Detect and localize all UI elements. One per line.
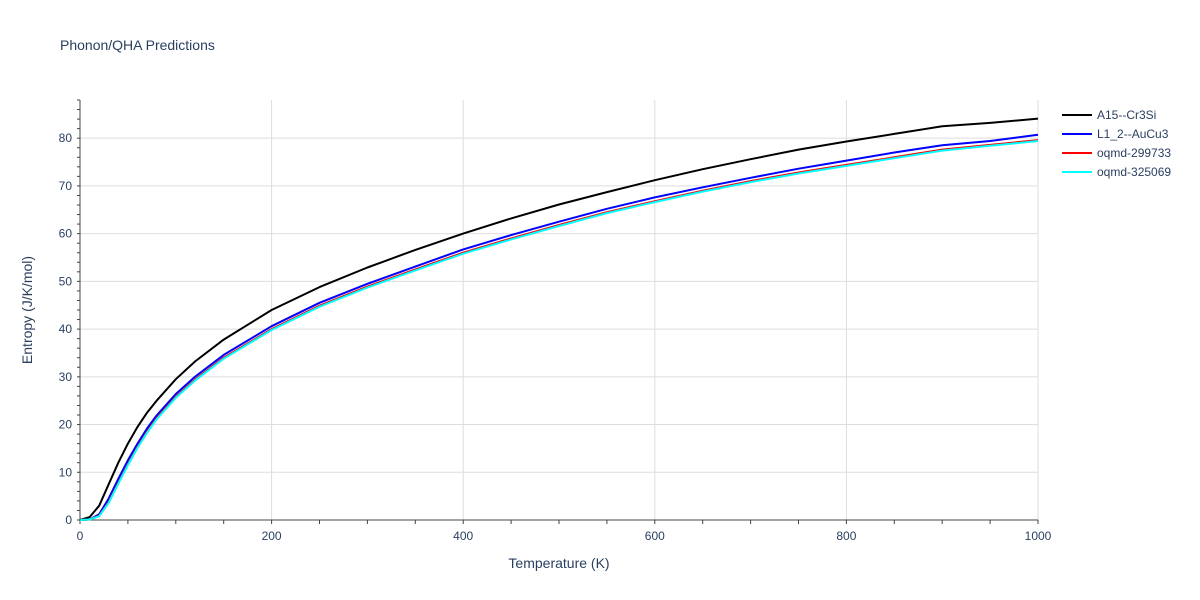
x-tick-label: 1000 xyxy=(1025,529,1052,543)
legend-item[interactable]: oqmd-325069 xyxy=(1062,165,1171,179)
y-tick-label: 10 xyxy=(59,465,73,479)
series-lines xyxy=(79,117,1039,521)
legend: A15--Cr3Si L1_2--AuCu3 oqmd-299733 oqmd-325… xyxy=(1062,108,1171,179)
legend-label: oqmd-299733 xyxy=(1097,146,1171,160)
x-tick-label: 600 xyxy=(645,529,665,543)
y-tick-label: 50 xyxy=(59,274,73,288)
chart-title: Phonon/QHA Predictions xyxy=(60,37,215,53)
x-tick-label: 800 xyxy=(836,529,856,543)
y-tick-label: 80 xyxy=(59,131,73,145)
legend-label: oqmd-325069 xyxy=(1097,165,1171,179)
y-tick-labels: 0 10 20 30 40 50 60 70 80 xyxy=(59,131,73,527)
x-tick-label: 200 xyxy=(262,529,282,543)
legend-label: L1_2--AuCu3 xyxy=(1097,127,1169,141)
x-tick-label: 400 xyxy=(453,529,473,543)
y-tick-label: 30 xyxy=(59,370,73,384)
series-line-l1-2-aucu3 xyxy=(79,133,1039,521)
x-axis-title: Temperature (K) xyxy=(508,555,609,571)
grid xyxy=(80,100,1039,521)
y-tick-label: 0 xyxy=(65,513,72,527)
legend-item[interactable]: L1_2--AuCu3 xyxy=(1062,127,1169,141)
series-line-a15-cr3si xyxy=(79,117,1039,521)
x-tick-label: 0 xyxy=(77,529,84,543)
y-tick-label: 40 xyxy=(59,322,73,336)
legend-item[interactable]: A15--Cr3Si xyxy=(1062,108,1156,122)
minor-ticks xyxy=(77,99,1039,524)
series-line-oqmd-325069 xyxy=(79,140,1039,521)
legend-item[interactable]: oqmd-299733 xyxy=(1062,146,1171,160)
series-line-oqmd-299733 xyxy=(79,139,1039,521)
y-tick-label: 60 xyxy=(59,227,73,241)
y-tick-label: 70 xyxy=(59,179,73,193)
y-tick-label: 20 xyxy=(59,418,73,432)
y-axis-title: Entropy (J/K/mol) xyxy=(19,256,35,364)
x-tick-labels: 0 200 400 600 800 1000 xyxy=(77,529,1052,543)
legend-label: A15--Cr3Si xyxy=(1097,108,1156,122)
